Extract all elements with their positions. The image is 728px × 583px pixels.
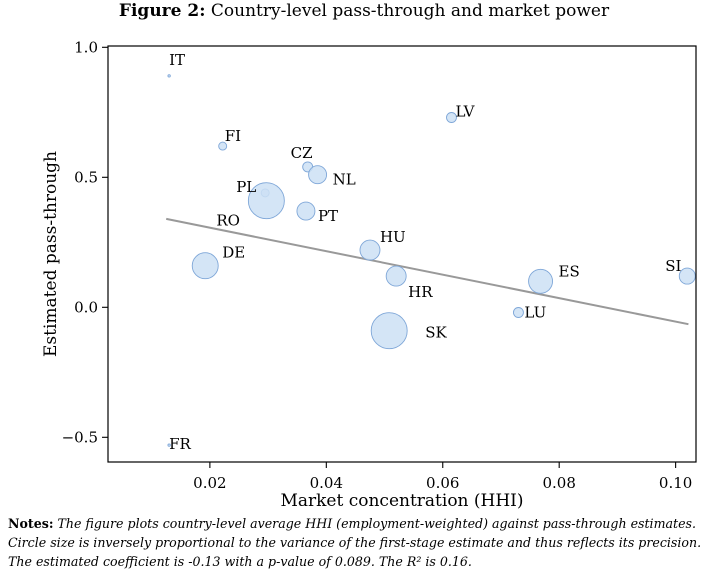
y-tick-label: 0.0 (74, 298, 98, 316)
point-label-si: SI (665, 257, 681, 275)
point-label-de: DE (222, 244, 245, 262)
point-pt (296, 201, 316, 221)
point-label-ro: RO (216, 212, 240, 230)
fit-line (166, 217, 689, 326)
x-tick-label: 0.06 (426, 474, 459, 492)
point-label-pl: PL (236, 178, 256, 196)
point-label-fi: FI (225, 127, 241, 145)
figure-title-prefix: Figure 2: (118, 1, 206, 21)
point-de (191, 252, 219, 280)
point-label-lu: LU (524, 304, 546, 322)
point-label-sk: SK (425, 324, 447, 342)
plot-frame (107, 45, 697, 463)
point-label-es: ES (559, 262, 580, 280)
figure-title: Figure 2: Country-level pass-through and… (0, 0, 728, 22)
point-si (678, 267, 696, 285)
point-lv (446, 112, 457, 123)
figure-notes: Notes: The figure plots country-level av… (8, 514, 724, 571)
points-layer (167, 74, 696, 447)
point-label-pt: PT (318, 207, 338, 225)
x-tick-label: 0.04 (310, 474, 343, 492)
notes-text: The figure plots country-level average H… (8, 516, 702, 569)
point-es (528, 268, 554, 294)
figure-title-text: Country-level pass-through and market po… (210, 1, 610, 21)
point-label-nl: NL (333, 171, 356, 189)
point-labels-layer: IT FI CZ NL PL RO PT LV HU DE HR ES SI LU SK FR (169, 51, 681, 453)
x-axis: 0.02 0.04 0.06 0.08 0.10 (193, 462, 692, 492)
point-label-lv: LV (455, 103, 475, 121)
x-tick-label: 0.02 (193, 474, 226, 492)
x-tick-label: 0.08 (542, 474, 575, 492)
point-it (167, 74, 171, 78)
y-tick-label: 0.5 (74, 168, 98, 186)
point-ro (247, 182, 285, 220)
point-fi (218, 141, 228, 151)
point-lu (512, 307, 524, 318)
x-axis-label: Market concentration (HHI) (280, 491, 523, 511)
point-hr (385, 265, 407, 287)
y-axis: 1.0 0.5 0.0 −0.5 (62, 38, 108, 446)
point-label-cz: CZ (291, 144, 313, 162)
point-label-fr: FR (169, 435, 191, 453)
point-label-hr: HR (408, 283, 433, 301)
point-hu (359, 239, 381, 261)
point-fr (167, 443, 171, 447)
y-tick-label: −0.5 (62, 428, 98, 446)
y-axis-label: Estimated pass-through (41, 151, 61, 357)
point-label-it: IT (169, 51, 185, 69)
notes-label: Notes: (8, 516, 54, 531)
point-label-hu: HU (380, 228, 406, 246)
y-tick-label: 1.0 (74, 38, 98, 56)
x-tick-label: 0.10 (659, 474, 692, 492)
point-sk (370, 312, 408, 350)
point-nl (308, 165, 328, 185)
